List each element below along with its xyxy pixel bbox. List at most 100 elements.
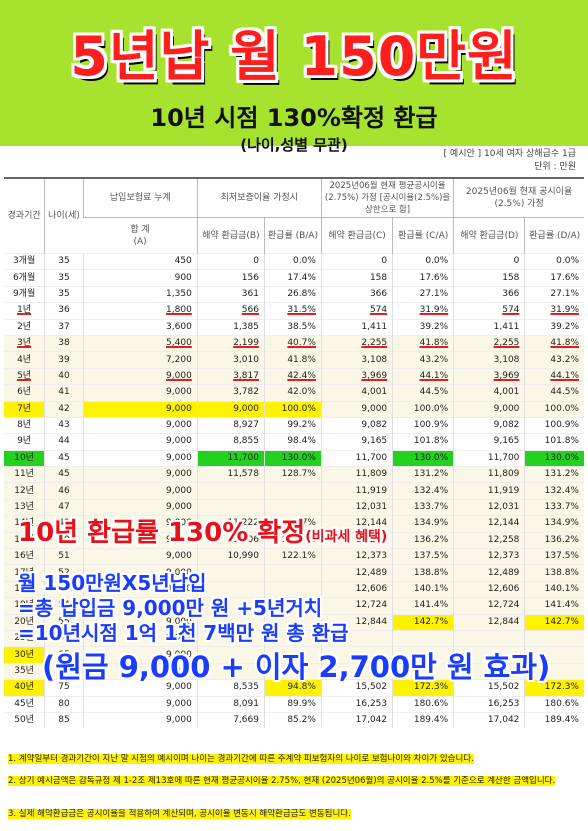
table-cell <box>453 663 525 680</box>
table-cell: 11,809 <box>453 466 525 483</box>
table-cell: 1,800 <box>82 302 198 320</box>
table-cell: 35 <box>44 253 84 270</box>
table-cell: 8,535 <box>196 679 265 697</box>
table-cell: 41.8% <box>263 351 322 369</box>
table-cell <box>524 663 584 680</box>
table-cell: 80 <box>44 696 84 713</box>
table-cell: 2,255 <box>320 335 393 352</box>
table-cell: 31.9% <box>524 302 584 320</box>
table-cell: 5년 <box>17 370 32 381</box>
table-cell: 12,031 <box>320 499 393 516</box>
table-cell: 122.1% <box>263 548 322 565</box>
table-cell: 3,010 <box>196 351 265 369</box>
table-cell: 12년 <box>14 485 34 496</box>
table-cell: 0.0% <box>263 253 322 270</box>
table-cell: 158 <box>453 269 525 287</box>
table-cell: 574 <box>453 302 525 320</box>
table-cell: 131.2% <box>524 466 584 483</box>
table-cell: 9,000 <box>82 482 198 500</box>
table-cell: 0 <box>320 253 393 270</box>
table-cell: 85 <box>44 712 84 729</box>
table-cell: 20년 <box>14 616 34 627</box>
table-cell: 4년 <box>17 354 32 365</box>
table-cell: 9,000 <box>82 450 198 467</box>
table-row: 9년 44 9,000 8,855 98.4% 9,165 101.8% 9,165 101.8… <box>4 433 584 451</box>
table-cell: 12,606 <box>453 581 525 598</box>
table-body: 3개월 35 450 0 0.0% 0 0.0% 0 0.0% 6개월 35 900 156 17.4% 1… <box>4 253 584 729</box>
table-cell: 38.5% <box>263 319 322 336</box>
overlay-line-2: =총 납입금 9,000만 원 +5년거치 <box>18 596 323 620</box>
col-ratio-d: 환급률 (D/A) <box>524 217 584 254</box>
table-cell: 180.6% <box>524 696 584 713</box>
table-cell <box>263 646 322 664</box>
table-cell: 11,919 <box>320 482 393 500</box>
table-cell: 9,000 <box>320 401 393 418</box>
table-cell: 9,000 <box>82 384 198 402</box>
table-cell: 4,001 <box>320 384 393 402</box>
table-cell: 138.8% <box>524 564 584 582</box>
table-cell: 9,000 <box>453 401 525 418</box>
table-cell: 180.6% <box>392 696 454 713</box>
table-cell: 98.4% <box>263 433 322 451</box>
table-cell: 158 <box>320 269 393 287</box>
table-cell: 1,411 <box>320 319 393 336</box>
table-row: 2년 37 3,600 1,385 38.5% 1,411 39.2% 1,411 39.2% <box>4 319 584 336</box>
table-cell: 9,000 <box>196 401 265 418</box>
table-cell <box>196 663 265 680</box>
table-cell <box>196 630 265 647</box>
table-cell: 37 <box>44 319 84 336</box>
col-ratio-b: 환급률 (B/A) <box>263 217 322 254</box>
table-cell: 15,502 <box>453 679 525 697</box>
table-cell <box>320 630 393 647</box>
table-cell: 9,000 <box>82 597 198 615</box>
table-cell: 130.0% <box>263 450 322 467</box>
table-cell: 39.2% <box>524 319 584 336</box>
table-row: 3개월 35 450 0 0.0% 0 0.0% 0 0.0% <box>4 253 584 270</box>
table-cell: 133.7% <box>524 499 584 516</box>
table-cell <box>453 646 525 664</box>
table-cell: 2,199 <box>196 335 265 352</box>
table-cell: 11,700 <box>453 450 525 467</box>
table-cell: 1,385 <box>196 319 265 336</box>
table-cell: 138.8% <box>392 564 454 582</box>
table-cell: 3년 <box>17 338 32 349</box>
table-cell: 70 <box>44 663 84 680</box>
col-age: 나이(세) <box>44 177 84 254</box>
table-cell <box>392 630 454 647</box>
table-cell: 9,000 <box>82 515 198 533</box>
table-cell: 2년 <box>17 321 32 332</box>
table-row: 19년 54 9,000 12,724 141.4% 12,724 141.4% <box>4 597 584 615</box>
table-cell: 17년 <box>14 567 34 578</box>
table-cell: 47 <box>44 499 84 516</box>
example-label: [ 예시안 ] 10세 여자 상해급수 1급 <box>443 149 576 159</box>
table-cell: 17.6% <box>524 269 584 287</box>
table-cell: 9,000 <box>82 532 198 549</box>
table-cell: 130.0% <box>524 450 584 467</box>
table-cell: 9,002 <box>82 630 198 647</box>
table-cell: 0 <box>453 253 525 270</box>
table-cell: 99.2% <box>263 417 322 434</box>
table-row: 1년 36 1,800 566 31.5% 574 31.9% 574 31.9% <box>4 302 584 320</box>
table-cell: 1년 <box>17 305 32 316</box>
table-cell: 43.2% <box>392 351 454 369</box>
table-cell: 8,855 <box>196 433 265 451</box>
table-cell <box>196 597 265 615</box>
table-cell <box>196 482 265 500</box>
table-cell: 11,809 <box>320 466 393 483</box>
table-cell: 7년 <box>4 401 45 418</box>
table-cell: 9,000 <box>82 433 198 451</box>
table-cell: 44 <box>44 433 84 451</box>
table-cell: 9,000 <box>82 581 198 598</box>
table-cell: 0 <box>196 253 265 270</box>
table-cell <box>263 581 322 598</box>
table-cell: 9,000 <box>82 401 198 418</box>
table-cell: 9,000 <box>82 368 198 385</box>
table-cell <box>263 597 322 615</box>
table-row: 20년 55 9,000 12,844 142.7% 12,844 142.7% <box>4 614 584 631</box>
table-cell: 1,411 <box>453 319 525 336</box>
table-cell: 65 <box>44 646 84 664</box>
table-cell: 41 <box>44 384 84 402</box>
table-cell: 9개월 <box>12 288 36 299</box>
table-cell: 9,000 <box>82 712 198 729</box>
table-row: 15년 50 9,000 11,106 123.4% 12,258 136.2% 12,258… <box>4 532 584 549</box>
